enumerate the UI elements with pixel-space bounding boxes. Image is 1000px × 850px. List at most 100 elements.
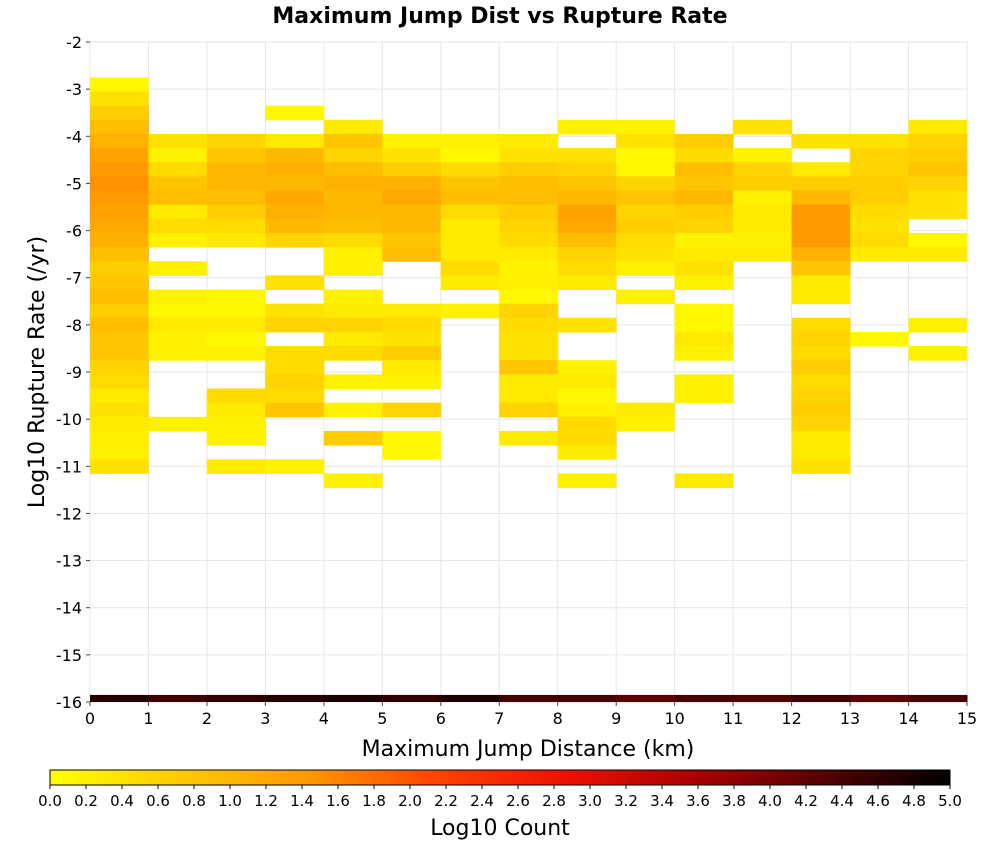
x-tick-label: 0 bbox=[85, 709, 95, 728]
heatmap-cell bbox=[791, 176, 851, 191]
heatmap-cell bbox=[674, 133, 734, 149]
heatmap-cell bbox=[850, 133, 910, 149]
colorbar-tick-label: 4.4 bbox=[830, 792, 854, 810]
x-tick-label: 7 bbox=[494, 709, 504, 728]
heatmap-cell bbox=[265, 360, 325, 375]
x-tick-label: 11 bbox=[723, 709, 743, 728]
heatmap-cell bbox=[499, 218, 559, 234]
colorbar-tick-label: 3.8 bbox=[722, 792, 746, 810]
heatmap-cell bbox=[850, 190, 910, 206]
heatmap-cell bbox=[674, 261, 734, 276]
heatmap-cell bbox=[90, 331, 149, 347]
heatmap-cell bbox=[791, 694, 851, 702]
heatmap-cell bbox=[674, 204, 734, 220]
heatmap-cell bbox=[674, 218, 734, 234]
heatmap-cell bbox=[148, 162, 208, 177]
heatmap-cell bbox=[323, 133, 383, 149]
heatmap-cell bbox=[440, 218, 500, 234]
heatmap-cell bbox=[90, 289, 149, 305]
x-tick-label: 12 bbox=[781, 709, 801, 728]
heatmap-cell bbox=[791, 232, 851, 248]
heatmap-cell bbox=[323, 317, 383, 333]
colorbar-tick-label: 0.2 bbox=[74, 792, 98, 810]
heatmap-cell bbox=[323, 190, 383, 206]
y-tick-label: -9 bbox=[66, 363, 82, 382]
heatmap-cell bbox=[323, 261, 383, 276]
heatmap-cell bbox=[908, 133, 968, 149]
heatmap-cell bbox=[382, 346, 442, 361]
heatmap-cell bbox=[674, 473, 734, 488]
heatmap-cell bbox=[323, 473, 383, 488]
heatmap-cell bbox=[850, 247, 910, 262]
heatmap-cell bbox=[90, 232, 149, 248]
heatmap-cell bbox=[557, 317, 617, 333]
colorbar-tick-label: 5.0 bbox=[938, 792, 962, 810]
x-tick-label: 14 bbox=[898, 709, 918, 728]
heatmap-cell bbox=[733, 204, 793, 220]
heatmap-cell bbox=[148, 303, 208, 319]
heatmap-cell bbox=[499, 694, 559, 702]
heatmap-cell bbox=[499, 190, 559, 206]
heatmap-cell bbox=[908, 162, 968, 177]
heatmap-cell bbox=[323, 218, 383, 234]
heatmap-cell bbox=[499, 346, 559, 361]
heatmap-cell bbox=[733, 190, 793, 206]
y-tick-label: -15 bbox=[56, 646, 82, 665]
heatmap-cell bbox=[90, 77, 149, 92]
heatmap-cell bbox=[557, 388, 617, 404]
heatmap-cell bbox=[265, 694, 325, 702]
heatmap-cell bbox=[791, 204, 851, 220]
heatmap-cell bbox=[382, 430, 442, 446]
heatmap-cell bbox=[90, 148, 149, 163]
heatmap-cell bbox=[323, 346, 383, 361]
heatmap-cell bbox=[791, 275, 851, 290]
x-tick-label: 4 bbox=[319, 709, 329, 728]
x-tick-label: 1 bbox=[143, 709, 153, 728]
heatmap-cell bbox=[791, 247, 851, 262]
heatmap-cell bbox=[499, 261, 559, 276]
colorbar-tick-label: 4.2 bbox=[794, 792, 818, 810]
heatmap-cell bbox=[90, 317, 149, 333]
colorbar-tick-label: 0.0 bbox=[38, 792, 62, 810]
heatmap-cell bbox=[908, 247, 968, 262]
heatmap-cell bbox=[791, 416, 851, 432]
heatmap-cell bbox=[206, 430, 266, 446]
heatmap-cell bbox=[791, 190, 851, 206]
heatmap-cell bbox=[791, 331, 851, 347]
heatmap-cell bbox=[323, 289, 383, 305]
heatmap-cell bbox=[265, 317, 325, 333]
colorbar-tick-label: 0.6 bbox=[146, 792, 170, 810]
heatmap-cell bbox=[616, 162, 676, 177]
heatmap-cell bbox=[791, 346, 851, 361]
heatmap-cell bbox=[440, 148, 500, 163]
heatmap-cell bbox=[90, 416, 149, 432]
heatmap-cell bbox=[557, 247, 617, 262]
heatmap-cell bbox=[265, 275, 325, 290]
heatmap-cell bbox=[557, 374, 617, 389]
heatmap-cell bbox=[557, 430, 617, 446]
heatmap-cell bbox=[616, 289, 676, 305]
heatmap-cell bbox=[674, 162, 734, 177]
heatmap-cell bbox=[440, 190, 500, 206]
heatmap-cell bbox=[90, 218, 149, 234]
y-tick-label: -4 bbox=[66, 127, 82, 146]
heatmap-cell bbox=[323, 694, 383, 702]
x-tick-label: 6 bbox=[436, 709, 446, 728]
heatmap-cell bbox=[616, 148, 676, 163]
y-tick-label: -13 bbox=[56, 552, 82, 571]
heatmap-cell bbox=[499, 176, 559, 191]
colorbar-tick-label: 1.0 bbox=[218, 792, 242, 810]
heatmap-cell bbox=[791, 445, 851, 460]
heatmap-cell bbox=[148, 190, 208, 206]
heatmap-cell bbox=[265, 190, 325, 206]
x-tick-label: 3 bbox=[260, 709, 270, 728]
x-tick-label: 15 bbox=[957, 709, 977, 728]
heatmap-cell bbox=[499, 162, 559, 177]
colorbar-tick-label: 3.2 bbox=[614, 792, 638, 810]
colorbar-tick-label: 0.4 bbox=[110, 792, 134, 810]
heatmap-cell bbox=[557, 232, 617, 248]
heatmap-cell bbox=[148, 289, 208, 305]
heatmap-cell bbox=[616, 232, 676, 248]
x-tick-label: 2 bbox=[202, 709, 212, 728]
heatmap-cell bbox=[382, 232, 442, 248]
